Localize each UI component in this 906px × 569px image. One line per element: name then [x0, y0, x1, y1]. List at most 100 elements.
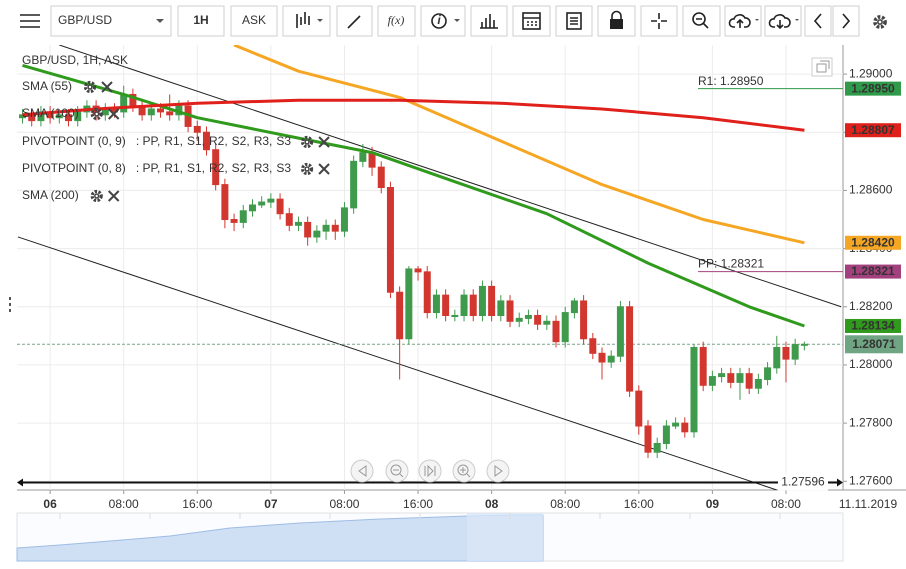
candle-body	[607, 355, 615, 363]
date-label: 11.11.2019	[839, 497, 898, 511]
candle-body	[294, 221, 302, 226]
legend-entry: SMA (100)	[22, 106, 79, 120]
zoom-button[interactable]	[682, 5, 721, 37]
candle-body	[515, 317, 523, 322]
info-button[interactable]: i	[420, 5, 466, 37]
candle-body	[506, 300, 514, 322]
candle-body	[764, 367, 772, 380]
candle-body	[166, 111, 174, 116]
crosshair-button[interactable]	[640, 5, 678, 37]
candle-body	[212, 149, 220, 186]
marker-label-bg	[778, 474, 828, 491]
candle-body	[340, 207, 348, 232]
y-tick-label: 1.27800	[849, 415, 893, 429]
lock-button[interactable]	[597, 5, 636, 37]
candle-body	[304, 221, 312, 238]
scroll-right-button[interactable]	[832, 5, 860, 37]
indicator-button[interactable]: f(x)	[377, 5, 416, 37]
candle-body	[442, 294, 450, 316]
candle-body	[653, 442, 661, 453]
x-tick-label: 08:00	[550, 497, 580, 511]
candle-body	[580, 300, 588, 340]
pivot-level: : PP,	[136, 161, 160, 175]
sma-line	[22, 98, 805, 132]
candle-body	[699, 346, 707, 386]
pivot-level: R2,	[209, 134, 228, 148]
upload-button[interactable]	[724, 5, 762, 37]
remove-icon[interactable]	[107, 108, 120, 120]
remove-icon[interactable]	[318, 163, 330, 175]
candle-body	[800, 343, 808, 346]
scroll-left-button[interactable]	[804, 5, 832, 37]
candle-body	[267, 198, 275, 203]
price-type-button[interactable]: ASK	[230, 5, 278, 37]
svg-text:i: i	[437, 13, 441, 27]
symbol-text: GBP/USD	[58, 13, 112, 27]
remove-icon[interactable]	[101, 81, 113, 93]
candle-body	[313, 230, 321, 238]
candle-body	[488, 285, 496, 316]
legend-entry: PIVOTPOINT (0, 8)	[22, 161, 126, 175]
candle-body	[524, 314, 532, 319]
price-badge	[845, 123, 901, 138]
popout-button[interactable]	[811, 57, 833, 77]
price-badge	[845, 81, 901, 96]
menu-button[interactable]	[20, 14, 40, 28]
nav-zoom-out[interactable]	[385, 459, 409, 483]
download-button[interactable]	[764, 5, 802, 37]
pivot-level: R3,	[254, 134, 273, 148]
candle-body	[120, 93, 128, 113]
chart-type-button[interactable]	[282, 5, 331, 37]
nav-forward[interactable]	[486, 459, 510, 483]
candle-body	[662, 425, 670, 444]
candle-body	[377, 166, 385, 189]
calendar-button[interactable]	[512, 5, 551, 37]
candle-body	[773, 346, 781, 369]
sma-line	[233, 45, 805, 245]
level-tag: R1: 1.28950	[698, 74, 764, 88]
nav-reset[interactable]	[418, 459, 442, 483]
candle-body	[534, 314, 542, 325]
price-badge	[845, 264, 901, 279]
symbol-select[interactable]: GBP/USD	[50, 5, 172, 37]
candle-body	[156, 108, 164, 113]
candle-body	[644, 425, 652, 453]
candle-body	[460, 294, 468, 316]
nav-back[interactable]	[350, 459, 374, 483]
legend-entry: SMA (200)	[22, 188, 79, 202]
candle-body	[193, 125, 201, 133]
candle-body	[718, 373, 726, 378]
marker-label: 1.27596	[781, 475, 825, 489]
candle-body	[331, 224, 339, 232]
remove-icon[interactable]	[107, 190, 120, 202]
navigator-window[interactable]	[467, 513, 543, 561]
timeframe-button[interactable]: 1H	[177, 5, 225, 37]
candle-body	[202, 131, 210, 151]
volume-button[interactable]	[470, 5, 508, 37]
x-tick-label: 16:00	[624, 497, 654, 511]
pivot-level: : PP,	[136, 134, 160, 148]
trend-line	[59, 45, 842, 308]
candle-body	[248, 204, 256, 212]
price-badge-label: 1.28134	[851, 319, 895, 333]
price-badge-label: 1.28807	[851, 123, 895, 137]
x-tick-label: 16:00	[182, 497, 212, 511]
x-tick-label: 16:00	[403, 497, 433, 511]
nav-zoom-in[interactable]	[452, 459, 476, 483]
remove-icon[interactable]	[318, 136, 330, 148]
candle-body	[745, 373, 753, 389]
candle-body	[221, 184, 229, 221]
draw-button[interactable]	[336, 5, 373, 37]
candle-body	[423, 271, 431, 314]
document-button[interactable]	[555, 5, 593, 37]
candle-body	[55, 114, 63, 119]
candle-body	[451, 314, 459, 317]
candle-body	[681, 422, 689, 433]
pivot-level: S1,	[187, 161, 205, 175]
x-tick-label: 08:00	[109, 497, 139, 511]
pivot-level: S1,	[187, 134, 205, 148]
price-badge-label: 1.28321	[851, 264, 895, 278]
y-tick-label: 1.28600	[849, 183, 893, 197]
candle-body	[626, 306, 634, 392]
